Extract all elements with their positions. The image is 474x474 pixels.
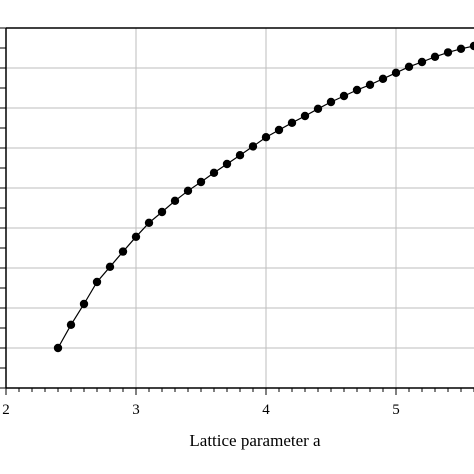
data-point — [391, 68, 401, 78]
axis-layer — [0, 27, 474, 395]
data-point — [365, 80, 375, 90]
data-point — [339, 91, 349, 101]
data-point — [235, 151, 245, 160]
data-point — [430, 52, 440, 61]
series-layer — [53, 41, 474, 353]
x-axis-title: Lattice parameter a — [189, 431, 321, 450]
data-point — [300, 111, 310, 121]
data-point — [274, 125, 284, 135]
data-point — [170, 196, 180, 205]
data-point — [209, 168, 219, 177]
data-point — [352, 85, 362, 95]
data-point — [66, 320, 76, 329]
data-point — [157, 207, 167, 217]
x-tick-label: 3 — [132, 402, 140, 418]
data-point — [144, 218, 154, 227]
data-point — [53, 343, 63, 353]
x-tick-label: 4 — [262, 402, 270, 418]
data-point — [313, 104, 323, 114]
data-point — [404, 62, 414, 71]
data-point — [443, 48, 453, 57]
data-point — [131, 232, 141, 241]
grid-layer — [6, 27, 474, 388]
x-tick-label: 5 — [392, 402, 400, 418]
x-tick-label: 2 — [2, 402, 10, 418]
data-point — [196, 177, 206, 187]
data-point — [105, 262, 115, 271]
data-point — [118, 247, 128, 256]
data-point — [417, 57, 427, 67]
data-point — [79, 299, 89, 309]
label-layer: 2 3 4 5 — [2, 402, 400, 418]
data-point — [326, 97, 336, 107]
data-point — [183, 186, 193, 195]
data-point — [378, 74, 388, 84]
data-point — [456, 44, 466, 53]
data-point — [222, 159, 232, 169]
data-point — [261, 133, 271, 142]
data-point — [469, 41, 474, 51]
data-point — [248, 142, 258, 151]
data-point — [287, 118, 297, 128]
data-point — [92, 277, 102, 287]
